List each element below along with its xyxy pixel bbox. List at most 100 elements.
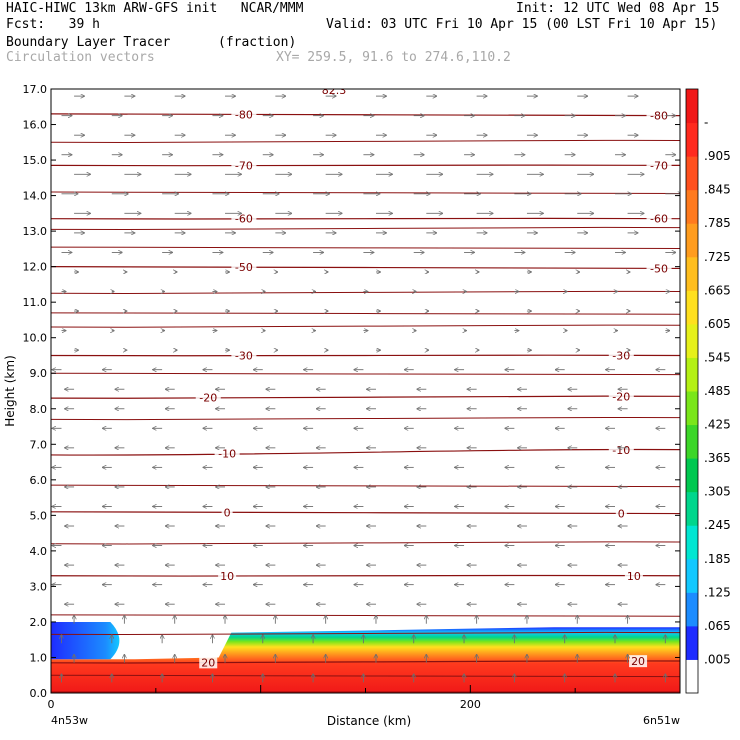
xy-range: XY= 259.5, 91.6 to 274.6,110.2 bbox=[276, 50, 511, 65]
field-units: (fraction) bbox=[218, 35, 297, 50]
isotherm-line bbox=[51, 541, 680, 545]
plot-frame bbox=[50, 88, 681, 694]
contour-label: -30 bbox=[612, 349, 630, 362]
colorbar-swatch bbox=[686, 89, 698, 124]
contour-label-bg bbox=[231, 159, 257, 172]
colorbar-swatch bbox=[686, 256, 698, 291]
colorbar-swatch bbox=[686, 156, 698, 191]
colorbar-label: .845 bbox=[704, 183, 731, 197]
y-tick-label: 8.0 bbox=[30, 403, 48, 416]
isotherm-line-20 bbox=[51, 660, 680, 664]
colorbar-swatch bbox=[686, 223, 698, 258]
isotherm-line bbox=[51, 614, 680, 617]
contour-label-bg bbox=[214, 447, 240, 460]
contour-label-bg bbox=[608, 444, 634, 457]
y-tick-label: 14.0 bbox=[23, 190, 48, 203]
y-tick-label: 12.0 bbox=[23, 261, 48, 274]
contour-label-bg bbox=[608, 349, 634, 362]
contour-label-bg bbox=[199, 656, 218, 669]
y-tick-label: 17.0 bbox=[23, 83, 48, 96]
y-tick-label: 0.0 bbox=[30, 687, 48, 700]
x-axis-label: Distance (km) bbox=[327, 714, 411, 728]
isotherm-line bbox=[51, 312, 680, 315]
y-tick-label: 1.0 bbox=[30, 651, 48, 664]
isotherm-line bbox=[51, 631, 680, 636]
isotherm-line bbox=[51, 484, 680, 488]
contour-label: -60 bbox=[235, 213, 253, 226]
colorbar-swatch bbox=[686, 357, 698, 392]
contour-label: -50 bbox=[650, 262, 668, 275]
contour-label-bg bbox=[615, 507, 627, 520]
contour-label-bg bbox=[231, 212, 257, 225]
contour-label: 10 bbox=[627, 570, 641, 583]
contour-label-bg bbox=[231, 349, 257, 362]
contour-label-bg bbox=[629, 655, 648, 668]
contour-label-bg bbox=[608, 390, 634, 403]
contour-label: -80 bbox=[235, 108, 253, 121]
colorbar-label: .485 bbox=[704, 384, 731, 398]
tracer-boundary-layer bbox=[51, 627, 680, 693]
y-tick-label: 4.0 bbox=[30, 545, 48, 558]
contour-label-bg bbox=[221, 506, 233, 519]
isotherm-line bbox=[51, 191, 680, 194]
colorbar-swatch bbox=[686, 189, 698, 224]
colorbar-label: .185 bbox=[704, 552, 731, 566]
colorbar-swatch bbox=[686, 525, 698, 560]
colorbar-swatch bbox=[686, 424, 698, 459]
colorbar-swatch bbox=[686, 625, 698, 660]
contour-label: 0 bbox=[224, 506, 231, 519]
y-tick-label: 5.0 bbox=[30, 509, 48, 522]
isotherm-contours: 20 20 10 10 0 0 -10 -10 -20 -20 -30 -30 -50 -50 -60 -60… bbox=[51, 89, 680, 678]
isotherm-line bbox=[51, 139, 680, 143]
contour-label: 20 bbox=[631, 655, 645, 668]
tracer-residual-layer bbox=[51, 621, 120, 660]
vector-name: Circulation vectors bbox=[6, 50, 155, 65]
colorbar-label: .125 bbox=[704, 585, 731, 599]
y-tick-label: 15.0 bbox=[23, 154, 48, 167]
isotherm-line--10 bbox=[51, 448, 680, 456]
isotherm-line--20 bbox=[51, 395, 680, 399]
isotherm-line bbox=[51, 324, 680, 328]
colorbar-swatch bbox=[686, 592, 698, 627]
colorbar-label: .005 bbox=[704, 652, 731, 666]
colorbar-swatch bbox=[686, 391, 698, 426]
isotherm-line-10 bbox=[51, 574, 680, 577]
colorbar-label: .665 bbox=[704, 283, 731, 297]
y-tick-label: 9.0 bbox=[30, 367, 48, 380]
contour-label: -70 bbox=[650, 159, 668, 172]
colorbar-label: .245 bbox=[704, 518, 731, 532]
isotherm-line bbox=[51, 226, 680, 231]
contour-label-bg bbox=[646, 109, 672, 122]
colorbar-swatch bbox=[686, 290, 698, 325]
colorbar-label: .305 bbox=[704, 485, 731, 499]
contour-label: -80 bbox=[650, 110, 668, 123]
colorbar-swatch bbox=[686, 458, 698, 493]
isotherm-line--50 bbox=[51, 266, 680, 270]
init-time: Init: 12 UTC Wed 08 Apr 15 bbox=[516, 1, 720, 16]
contour-label-bg bbox=[624, 569, 643, 582]
isotherm-line--60 bbox=[51, 217, 680, 220]
contour-label-bg bbox=[218, 569, 237, 582]
contour-label-bg bbox=[646, 159, 672, 172]
contour-label-bg bbox=[231, 108, 257, 121]
contour-label: -20 bbox=[612, 390, 630, 403]
y-tick-label: 13.0 bbox=[23, 225, 48, 238]
contour-label: -60 bbox=[650, 213, 668, 226]
contour-label-bg bbox=[646, 212, 672, 225]
contour-label-bg bbox=[231, 261, 257, 274]
y-tick-label: 16.0 bbox=[23, 119, 48, 132]
contour-label: 20 bbox=[201, 656, 215, 669]
x-tick-label: 200 bbox=[460, 698, 481, 711]
valid-time: Valid: 03 UTC Fri 10 Apr 15 (00 LST Fri … bbox=[326, 17, 718, 32]
contour-label: -10 bbox=[218, 447, 236, 460]
isotherm-line-0 bbox=[51, 511, 680, 515]
colorbar-swatch bbox=[686, 323, 698, 358]
axes: 0.0 1.0 2.0 3.0 4.0 5.0 6.0 7.0 8.0 9.0 10.0 11.0 12… bbox=[23, 83, 681, 711]
isotherm-line--70 bbox=[51, 164, 680, 167]
y-tick-label: 2.0 bbox=[30, 616, 48, 629]
y-tick-label: 10.0 bbox=[23, 332, 48, 345]
y-tick-label: 3.0 bbox=[30, 580, 48, 593]
isotherm-line bbox=[51, 246, 680, 250]
colorbar-swatch bbox=[686, 122, 698, 157]
